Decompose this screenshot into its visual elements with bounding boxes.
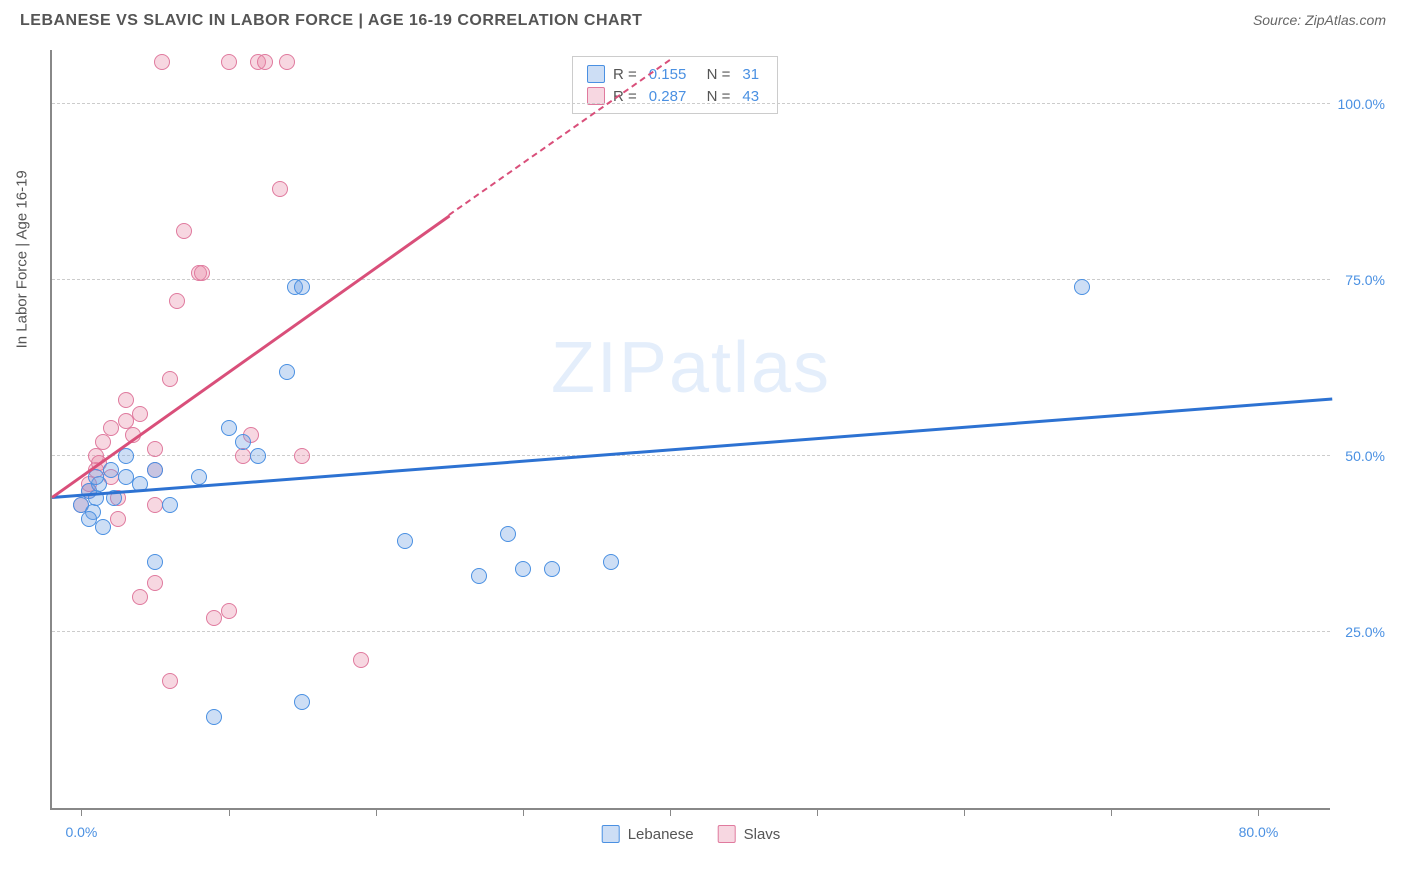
scatter-point-b <box>169 293 185 309</box>
scatter-point-a <box>103 462 119 478</box>
scatter-point-a <box>95 519 111 535</box>
scatter-point-a <box>235 434 251 450</box>
scatter-point-a <box>1074 279 1090 295</box>
scatter-point-b <box>353 652 369 668</box>
gridline <box>52 103 1330 104</box>
scatter-point-b <box>147 497 163 513</box>
scatter-point-b <box>279 54 295 70</box>
scatter-point-b <box>176 223 192 239</box>
scatter-point-b <box>147 441 163 457</box>
scatter-point-a <box>515 561 531 577</box>
scatter-point-a <box>294 279 310 295</box>
x-tick <box>670 808 671 816</box>
legend-r-label: R = <box>613 66 637 83</box>
swatch-series-b <box>718 825 736 843</box>
scatter-point-b <box>221 603 237 619</box>
gridline <box>52 631 1330 632</box>
trendline-b-extrapolated <box>449 60 671 217</box>
series-legend: Lebanese Slavs <box>602 825 781 843</box>
swatch-series-b <box>587 87 605 105</box>
legend-item-a: Lebanese <box>602 825 694 843</box>
scatter-point-b <box>194 265 210 281</box>
x-tick <box>1258 808 1259 816</box>
legend-n-label: N = <box>698 88 730 105</box>
legend-n-label: N = <box>698 66 730 83</box>
watermark-bold: ZIP <box>551 328 669 408</box>
x-tick <box>81 808 82 816</box>
scatter-point-b <box>162 673 178 689</box>
scatter-point-a <box>81 511 97 527</box>
scatter-point-b <box>110 511 126 527</box>
scatter-point-a <box>147 462 163 478</box>
y-tick-label: 75.0% <box>1345 272 1385 288</box>
scatter-point-b <box>206 610 222 626</box>
scatter-point-b <box>221 54 237 70</box>
scatter-point-b <box>162 371 178 387</box>
scatter-point-a <box>279 364 295 380</box>
scatter-point-b <box>235 448 251 464</box>
scatter-point-b <box>257 54 273 70</box>
legend-n-value-b: 43 <box>738 88 763 105</box>
scatter-point-a <box>544 561 560 577</box>
chart-container: LEBANESE VS SLAVIC IN LABOR FORCE | AGE … <box>0 0 1406 892</box>
scatter-point-a <box>147 554 163 570</box>
x-tick <box>817 808 818 816</box>
scatter-point-a <box>471 568 487 584</box>
scatter-point-a <box>88 469 104 485</box>
legend-label-a: Lebanese <box>628 826 694 843</box>
legend-r-value-b: 0.287 <box>645 88 691 105</box>
scatter-point-a <box>500 526 516 542</box>
scatter-point-a <box>603 554 619 570</box>
scatter-point-a <box>221 420 237 436</box>
swatch-series-a <box>602 825 620 843</box>
legend-n-value-a: 31 <box>738 66 763 83</box>
legend-row-a: R = 0.155 N = 31 <box>587 63 763 85</box>
scatter-point-b <box>132 406 148 422</box>
scatter-point-b <box>118 392 134 408</box>
scatter-point-b <box>103 420 119 436</box>
scatter-point-b <box>147 575 163 591</box>
watermark-light: atlas <box>669 328 831 408</box>
legend-label-b: Slavs <box>744 826 781 843</box>
legend-item-b: Slavs <box>718 825 781 843</box>
scatter-point-b <box>132 589 148 605</box>
scatter-point-a <box>397 533 413 549</box>
x-tick <box>376 808 377 816</box>
y-tick-label: 25.0% <box>1345 624 1385 640</box>
chart-header: LEBANESE VS SLAVIC IN LABOR FORCE | AGE … <box>0 0 1406 36</box>
x-tick <box>964 808 965 816</box>
scatter-point-a <box>250 448 266 464</box>
scatter-point-a <box>206 709 222 725</box>
y-tick-label: 100.0% <box>1338 96 1385 112</box>
x-tick <box>229 808 230 816</box>
y-tick-label: 50.0% <box>1345 448 1385 464</box>
scatter-point-a <box>162 497 178 513</box>
watermark: ZIPatlas <box>551 327 831 409</box>
scatter-point-b <box>154 54 170 70</box>
chart-source: Source: ZipAtlas.com <box>1253 12 1386 30</box>
scatter-point-b <box>95 434 111 450</box>
chart-title: LEBANESE VS SLAVIC IN LABOR FORCE | AGE … <box>20 12 642 30</box>
x-tick <box>1111 808 1112 816</box>
scatter-point-a <box>118 469 134 485</box>
x-tick <box>523 808 524 816</box>
x-tick-label: 0.0% <box>65 824 97 840</box>
x-tick-label: 80.0% <box>1239 824 1279 840</box>
plot-area: In Labor Force | Age 16-19 ZIPatlas R = … <box>50 50 1330 810</box>
scatter-point-a <box>294 694 310 710</box>
y-axis-title: In Labor Force | Age 16-19 <box>14 170 31 348</box>
swatch-series-a <box>587 65 605 83</box>
scatter-point-a <box>191 469 207 485</box>
scatter-point-b <box>272 181 288 197</box>
gridline <box>52 279 1330 280</box>
scatter-point-b <box>294 448 310 464</box>
